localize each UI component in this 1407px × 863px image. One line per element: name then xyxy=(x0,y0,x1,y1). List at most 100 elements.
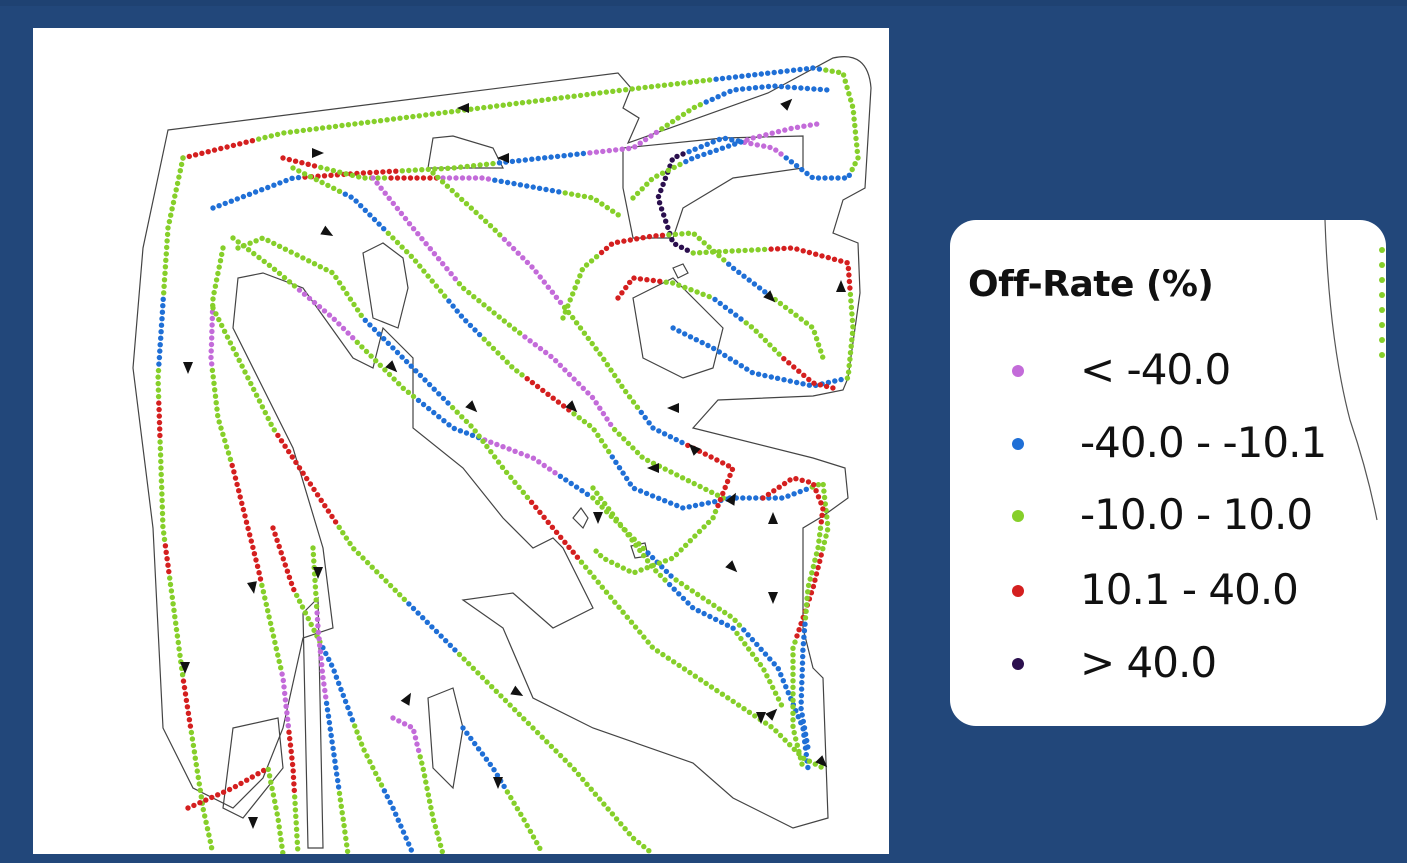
track-point xyxy=(236,488,242,494)
track-point xyxy=(420,766,426,773)
track-point xyxy=(697,483,703,490)
track-point xyxy=(496,160,503,166)
track-point xyxy=(186,153,192,160)
track-point xyxy=(680,505,686,511)
track-point xyxy=(191,802,197,809)
track-point xyxy=(157,342,163,348)
arrowhead-icon xyxy=(313,567,323,579)
track-point xyxy=(712,296,718,303)
track-point xyxy=(287,735,293,742)
arrowhead-icon xyxy=(765,708,778,721)
track-point xyxy=(733,359,739,365)
track-point xyxy=(607,421,614,428)
track-point xyxy=(610,208,616,214)
track-point xyxy=(156,413,162,419)
track-point xyxy=(354,729,360,735)
track-point xyxy=(165,562,171,568)
track-point xyxy=(160,523,166,530)
track-point xyxy=(213,277,220,283)
track-point xyxy=(841,175,848,181)
track-point xyxy=(351,301,357,308)
track-point xyxy=(553,529,560,535)
track-point xyxy=(245,375,251,381)
track-point xyxy=(380,169,386,175)
track-point xyxy=(778,672,784,678)
track-point xyxy=(294,128,300,134)
track-point xyxy=(371,326,378,333)
track-point xyxy=(715,94,721,100)
track-point xyxy=(426,798,433,804)
track-point xyxy=(573,484,580,490)
track-point xyxy=(574,279,581,285)
track-point xyxy=(784,68,790,74)
track-point xyxy=(340,530,346,536)
track-point xyxy=(819,253,825,259)
arrowhead-icon xyxy=(465,400,478,413)
track-point xyxy=(436,836,442,842)
track-point xyxy=(668,469,674,475)
track-point xyxy=(616,431,622,437)
track-point xyxy=(586,422,593,429)
track-point xyxy=(452,647,458,653)
track-point xyxy=(322,687,328,694)
track-point xyxy=(700,78,706,84)
track-point xyxy=(813,488,819,494)
track-point xyxy=(486,341,492,347)
track-point xyxy=(594,490,600,496)
track-point xyxy=(335,777,341,784)
track-point xyxy=(530,725,536,731)
track-point xyxy=(764,673,770,679)
track-point xyxy=(805,744,811,750)
track-point xyxy=(676,282,682,288)
track-point xyxy=(688,287,694,293)
application-map[interactable] xyxy=(33,28,889,854)
track-point xyxy=(259,404,266,410)
track-point xyxy=(163,251,169,257)
track-point xyxy=(591,574,597,580)
track-point xyxy=(344,842,350,848)
track-point xyxy=(627,237,633,243)
track-point xyxy=(716,349,722,355)
track-point xyxy=(729,466,736,473)
track-point xyxy=(552,95,558,102)
track-point xyxy=(802,731,809,737)
track-point xyxy=(549,524,556,530)
track-point xyxy=(290,165,296,171)
track-point xyxy=(650,460,657,466)
track-point xyxy=(671,164,677,171)
track-point xyxy=(634,449,641,456)
track-point xyxy=(300,470,306,476)
track-point xyxy=(752,72,758,78)
track-point xyxy=(220,245,226,251)
track-point xyxy=(271,266,278,272)
track-point xyxy=(262,134,268,141)
track-point xyxy=(707,613,713,620)
track-point xyxy=(160,517,166,523)
track-point xyxy=(431,251,438,257)
track-point xyxy=(295,846,301,852)
track-point xyxy=(363,348,370,355)
track-point xyxy=(581,193,588,200)
track-point xyxy=(673,577,679,583)
track-point xyxy=(362,317,368,323)
track-point xyxy=(210,296,216,302)
track-point xyxy=(818,519,824,525)
track-point xyxy=(167,575,173,581)
track-point xyxy=(553,294,560,300)
track-point xyxy=(570,291,576,297)
track-point xyxy=(251,551,258,557)
track-point xyxy=(513,100,519,107)
legend-dot-red xyxy=(1012,585,1024,597)
track-point xyxy=(307,174,314,180)
track-point xyxy=(613,516,620,522)
track-point xyxy=(253,238,259,244)
track-point xyxy=(335,784,342,790)
track-point xyxy=(399,354,405,360)
map-canvas[interactable] xyxy=(33,28,889,854)
track-point xyxy=(541,514,547,520)
track-point xyxy=(343,171,349,177)
track-point xyxy=(334,771,340,777)
track-point xyxy=(408,363,414,369)
legend-dot-purple xyxy=(1012,365,1024,377)
track-point xyxy=(537,509,543,515)
